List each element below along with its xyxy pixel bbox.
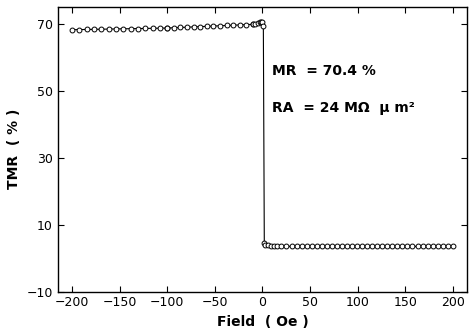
Y-axis label: TMR  ( % ): TMR ( % )	[7, 109, 21, 190]
Text: MR  = 70.4 %: MR = 70.4 %	[272, 64, 376, 78]
X-axis label: Field  ( Oe ): Field ( Oe )	[217, 315, 308, 329]
Text: RA  = 24 MΩ  μ m²: RA = 24 MΩ μ m²	[272, 101, 415, 115]
